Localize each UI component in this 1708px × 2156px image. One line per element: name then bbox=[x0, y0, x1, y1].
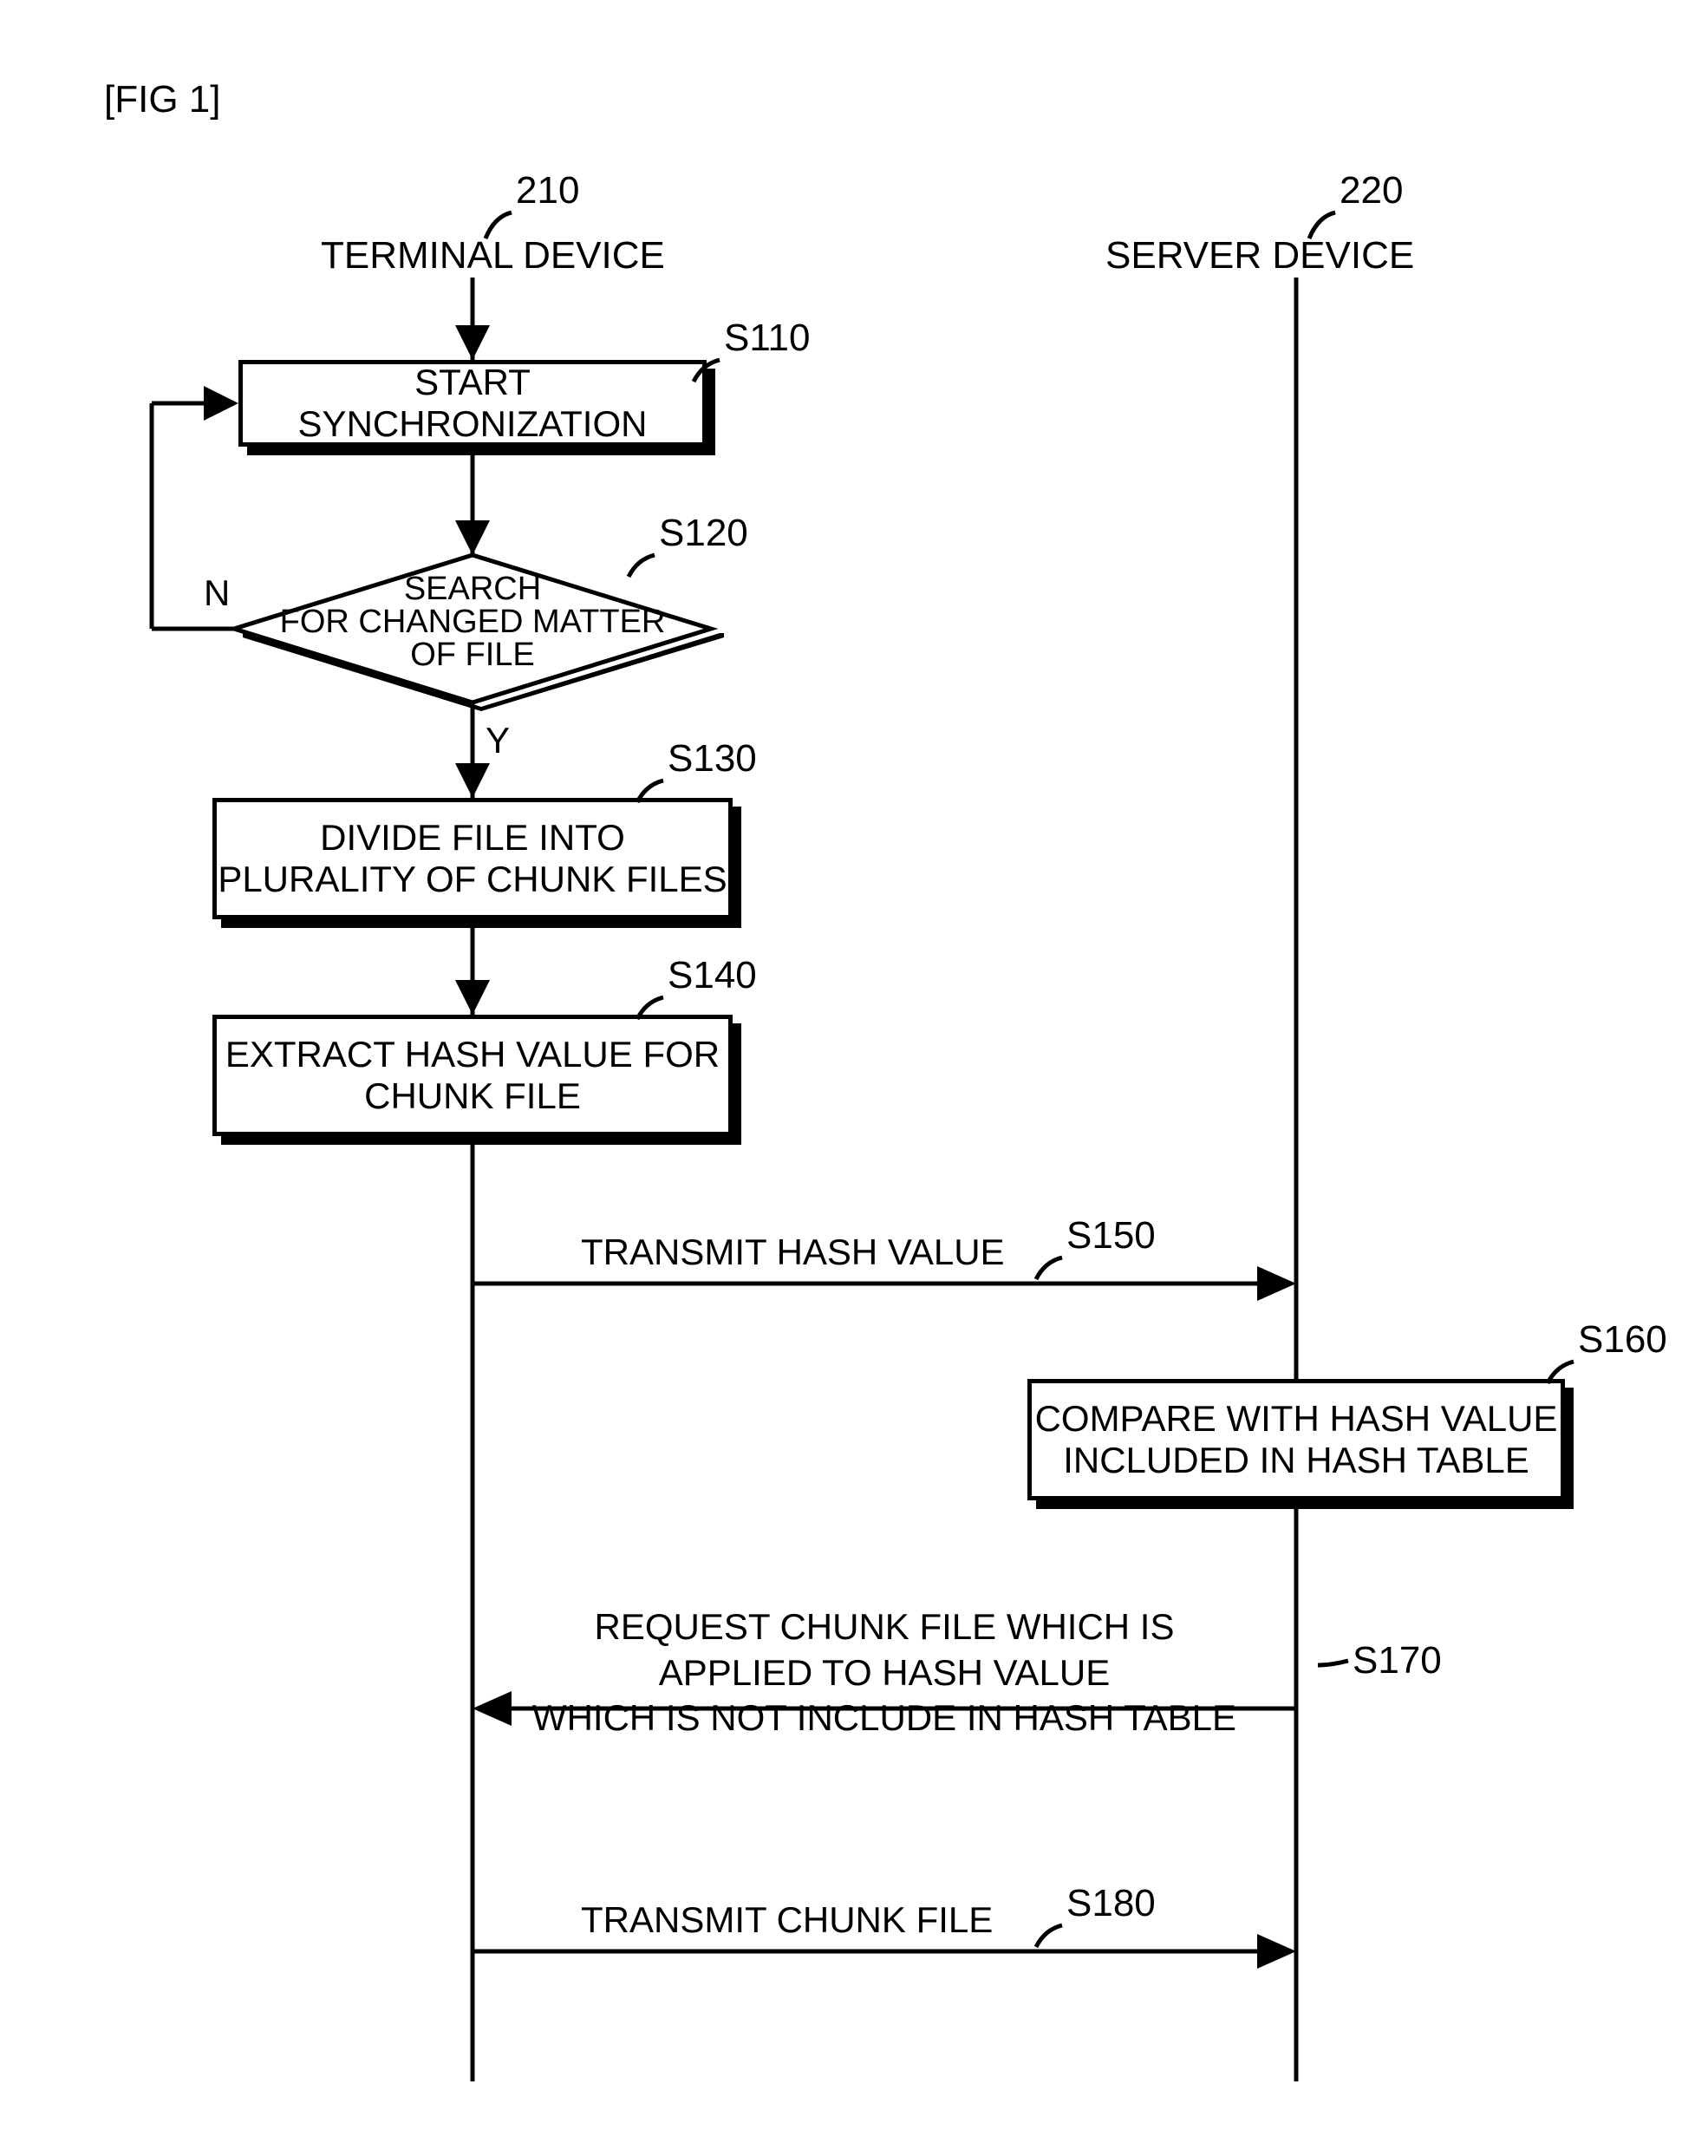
s180-tag-leader bbox=[0, 0, 1708, 2156]
diagram-container: [FIG 1] 210 TERMINAL DEVICE 220 SERVER D… bbox=[0, 0, 1708, 2156]
